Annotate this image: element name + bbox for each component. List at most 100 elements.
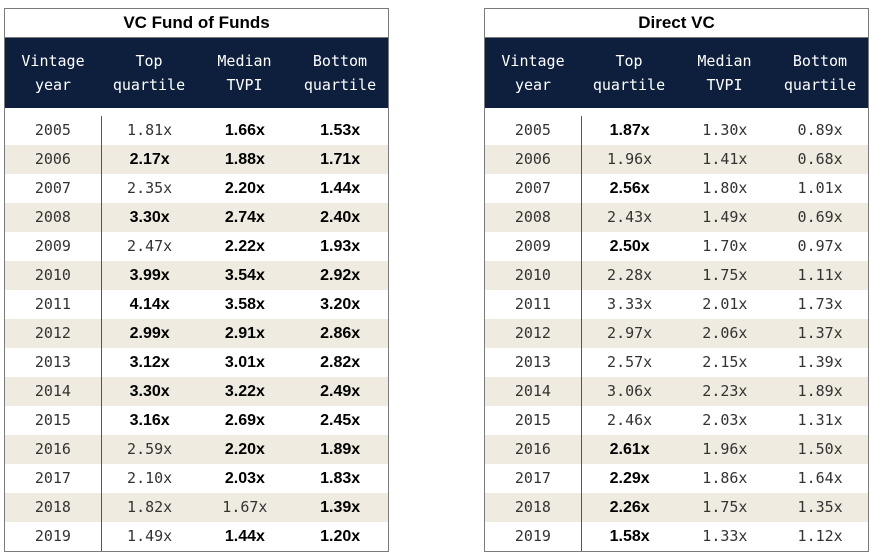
bottom-quartile-cell: 1.44x xyxy=(320,180,361,197)
vintage-year-cell: 2012 xyxy=(485,319,582,348)
top-quartile-cell: 2.47x xyxy=(127,237,173,255)
vintage-year-cell: 2015 xyxy=(485,406,582,435)
median-tvpi-cell: 2.20x xyxy=(224,441,265,458)
top-quartile-cell: 2.59x xyxy=(127,440,173,458)
median-tvpi-cell: 3.58x xyxy=(224,296,265,313)
table-row: 2005 1.87x 1.30x 0.89x xyxy=(485,116,868,145)
top-quartile-cell: 2.50x xyxy=(609,238,650,255)
direct-vc-table: Direct VC Vintage year Top quartile Medi… xyxy=(484,8,869,552)
vintage-year-cell: 2005 xyxy=(485,116,582,145)
top-quartile-cell: 1.81x xyxy=(127,121,173,139)
vintage-year-cell: 2007 xyxy=(485,174,582,203)
table-row: 2007 2.35x 2.20x 1.44x xyxy=(5,174,388,203)
table-row: 2005 1.81x 1.66x 1.53x xyxy=(5,116,388,145)
vc-fund-of-funds-table: VC Fund of Funds Vintage year Top quarti… xyxy=(4,8,389,552)
bottom-quartile-cell: 1.89x xyxy=(320,441,361,458)
median-tvpi-cell: 1.70x xyxy=(702,237,748,255)
vintage-year-cell: 2009 xyxy=(5,232,102,261)
table-header: Vintage year Top quartile Median TVPI Bo… xyxy=(5,38,388,108)
bottom-quartile-cell: 1.50x xyxy=(797,440,843,458)
top-quartile-cell: 2.17x xyxy=(129,151,170,168)
vintage-year-cell: 2005 xyxy=(5,116,102,145)
median-tvpi-cell: 2.69x xyxy=(224,412,265,429)
median-tvpi-cell: 1.44x xyxy=(224,528,265,545)
top-quartile-cell: 2.57x xyxy=(607,353,653,371)
bottom-quartile-cell: 0.68x xyxy=(797,150,843,168)
bottom-quartile-cell: 1.35x xyxy=(797,498,843,516)
median-tvpi-cell: 3.01x xyxy=(224,354,265,371)
table-row: 2013 2.57x 2.15x 1.39x xyxy=(485,348,868,377)
vintage-year-cell: 2012 xyxy=(5,319,102,348)
vintage-year-cell: 2006 xyxy=(485,145,582,174)
median-tvpi-cell: 3.22x xyxy=(224,383,265,400)
vintage-year-cell: 2010 xyxy=(5,261,102,290)
table-row: 2016 2.59x 2.20x 1.89x xyxy=(5,435,388,464)
table-row: 2008 3.30x 2.74x 2.40x xyxy=(5,203,388,232)
header-top-quartile: Top quartile xyxy=(112,52,186,94)
table-row: 2015 3.16x 2.69x 2.45x xyxy=(5,406,388,435)
bottom-quartile-cell: 0.89x xyxy=(797,121,843,139)
table-row: 2013 3.12x 3.01x 2.82x xyxy=(5,348,388,377)
table-title: VC Fund of Funds xyxy=(5,9,388,38)
top-quartile-cell: 2.35x xyxy=(127,179,173,197)
table-row: 2016 2.61x 1.96x 1.50x xyxy=(485,435,868,464)
top-quartile-cell: 3.16x xyxy=(129,412,170,429)
table-row: 2008 2.43x 1.49x 0.69x xyxy=(485,203,868,232)
vintage-year-cell: 2017 xyxy=(5,464,102,493)
table-row: 2011 4.14x 3.58x 3.20x xyxy=(5,290,388,319)
table-row: 2015 2.46x 2.03x 1.31x xyxy=(485,406,868,435)
table-row: 2014 3.30x 3.22x 2.49x xyxy=(5,377,388,406)
table-header: Vintage year Top quartile Median TVPI Bo… xyxy=(485,38,868,108)
median-tvpi-cell: 2.01x xyxy=(702,295,748,313)
bottom-quartile-cell: 1.73x xyxy=(797,295,843,313)
top-quartile-cell: 2.46x xyxy=(607,411,653,429)
bottom-quartile-cell: 1.53x xyxy=(320,122,361,139)
vintage-year-cell: 2014 xyxy=(5,377,102,406)
vintage-year-cell: 2014 xyxy=(485,377,582,406)
bottom-quartile-cell: 1.89x xyxy=(797,382,843,400)
top-quartile-cell: 1.87x xyxy=(609,122,650,139)
table-row: 2017 2.29x 1.86x 1.64x xyxy=(485,464,868,493)
vintage-year-cell: 2008 xyxy=(5,203,102,232)
top-quartile-cell: 2.10x xyxy=(127,469,173,487)
median-tvpi-cell: 1.41x xyxy=(702,150,748,168)
median-tvpi-cell: 2.06x xyxy=(702,324,748,342)
bottom-quartile-cell: 1.12x xyxy=(797,527,843,545)
median-tvpi-cell: 3.54x xyxy=(224,267,265,284)
table-row: 2006 2.17x 1.88x 1.71x xyxy=(5,145,388,174)
header-vintage-year: Vintage year xyxy=(21,52,85,94)
vintage-year-cell: 2017 xyxy=(485,464,582,493)
table-row: 2006 1.96x 1.41x 0.68x xyxy=(485,145,868,174)
top-quartile-cell: 2.56x xyxy=(609,180,650,197)
table-row: 2012 2.97x 2.06x 1.37x xyxy=(485,319,868,348)
table-row: 2007 2.56x 1.80x 1.01x xyxy=(485,174,868,203)
bottom-quartile-cell: 2.82x xyxy=(320,354,361,371)
top-quartile-cell: 1.82x xyxy=(127,498,173,516)
table-row: 2019 1.49x 1.44x 1.20x xyxy=(5,522,388,551)
median-tvpi-cell: 1.75x xyxy=(702,266,748,284)
top-quartile-cell: 2.28x xyxy=(607,266,653,284)
median-tvpi-cell: 2.23x xyxy=(702,382,748,400)
top-quartile-cell: 1.58x xyxy=(609,528,650,545)
bottom-quartile-cell: 1.37x xyxy=(797,324,843,342)
bottom-quartile-cell: 1.64x xyxy=(797,469,843,487)
table-row: 2011 3.33x 2.01x 1.73x xyxy=(485,290,868,319)
bottom-quartile-cell: 1.11x xyxy=(797,266,843,284)
vintage-year-cell: 2007 xyxy=(5,174,102,203)
table-row: 2018 1.82x 1.67x 1.39x xyxy=(5,493,388,522)
table-row: 2018 2.26x 1.75x 1.35x xyxy=(485,493,868,522)
median-tvpi-cell: 1.80x xyxy=(702,179,748,197)
vintage-year-cell: 2016 xyxy=(5,435,102,464)
top-quartile-cell: 2.61x xyxy=(609,441,650,458)
top-quartile-cell: 1.96x xyxy=(607,150,653,168)
median-tvpi-cell: 2.74x xyxy=(224,209,265,226)
vintage-year-cell: 2019 xyxy=(5,522,102,551)
bottom-quartile-cell: 1.31x xyxy=(797,411,843,429)
top-quartile-cell: 3.30x xyxy=(129,209,170,226)
median-tvpi-cell: 2.03x xyxy=(224,470,265,487)
vintage-year-cell: 2013 xyxy=(485,348,582,377)
median-tvpi-cell: 2.22x xyxy=(224,238,265,255)
header-bottom-quartile: Bottom quartile xyxy=(783,52,857,94)
vintage-year-cell: 2015 xyxy=(5,406,102,435)
median-tvpi-cell: 1.66x xyxy=(224,122,265,139)
